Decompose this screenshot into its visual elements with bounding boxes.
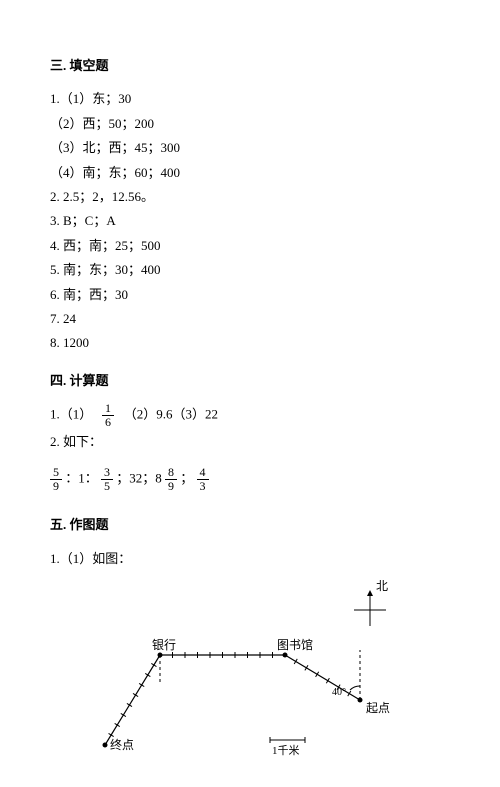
calc-1-suffix: （2）9.6（3）22 [117, 407, 218, 422]
calc-1-prefix: 1.（1） [50, 407, 99, 422]
fill-blank-line: 7. 24 [50, 307, 450, 330]
svg-text:银行: 银行 [152, 638, 176, 652]
svg-text:北: 北 [376, 580, 388, 593]
fill-blank-line: （4）南；东；60；400 [50, 161, 450, 184]
section-3-title: 三. 填空题 [50, 54, 450, 77]
svg-text:终点: 终点 [110, 737, 134, 752]
fill-blank-line: 1.（1）东；30 [50, 87, 450, 110]
fill-blank-line: 2. 2.5；2，12.56。 [50, 185, 450, 208]
drawing-line-1: 1.（1）如图： [50, 547, 450, 570]
fill-blank-line: （2）西；50；200 [50, 112, 450, 135]
fill-blank-line: 4. 西；南；25；500 [50, 234, 450, 257]
fill-blank-line: 3. B；C；A [50, 209, 450, 232]
fraction-sequence: 5 9 ：1： 3 5 ；32；8 8 9 ； 4 3 [50, 466, 450, 493]
fill-blank-line: 5. 南；东；30；400 [50, 258, 450, 281]
svg-text:图书馆: 图书馆 [277, 637, 313, 652]
diagram-svg: 北 40° 银行 图书馆起点终点 1千米 [50, 580, 450, 780]
route-diagram: 北 40° 银行 图书馆起点终点 1千米 [50, 580, 450, 780]
section-4-title: 四. 计算题 [50, 369, 450, 392]
fill-blank-line: （3）北；西；45；300 [50, 136, 450, 159]
fraction-3-5: 3 5 [101, 466, 113, 493]
svg-text:40°: 40° [332, 687, 346, 698]
fill-blank-line: 6. 南；西；30 [50, 283, 450, 306]
fill-blank-line: 8. 1200 [50, 331, 450, 354]
fraction-4-3: 4 3 [197, 466, 209, 493]
calc-line-2: 2. 如下： [50, 430, 450, 453]
calc-line-1: 1.（1） 1 6 （2）9.6（3）22 [50, 402, 450, 429]
section-5-title: 五. 作图题 [50, 513, 450, 536]
fraction-1-6: 1 6 [102, 402, 114, 429]
svg-text:起点: 起点 [366, 701, 390, 715]
svg-text:1千米: 1千米 [272, 744, 300, 757]
fraction-8-9: 8 9 [165, 466, 177, 493]
fraction-5-9: 5 9 [50, 466, 62, 493]
